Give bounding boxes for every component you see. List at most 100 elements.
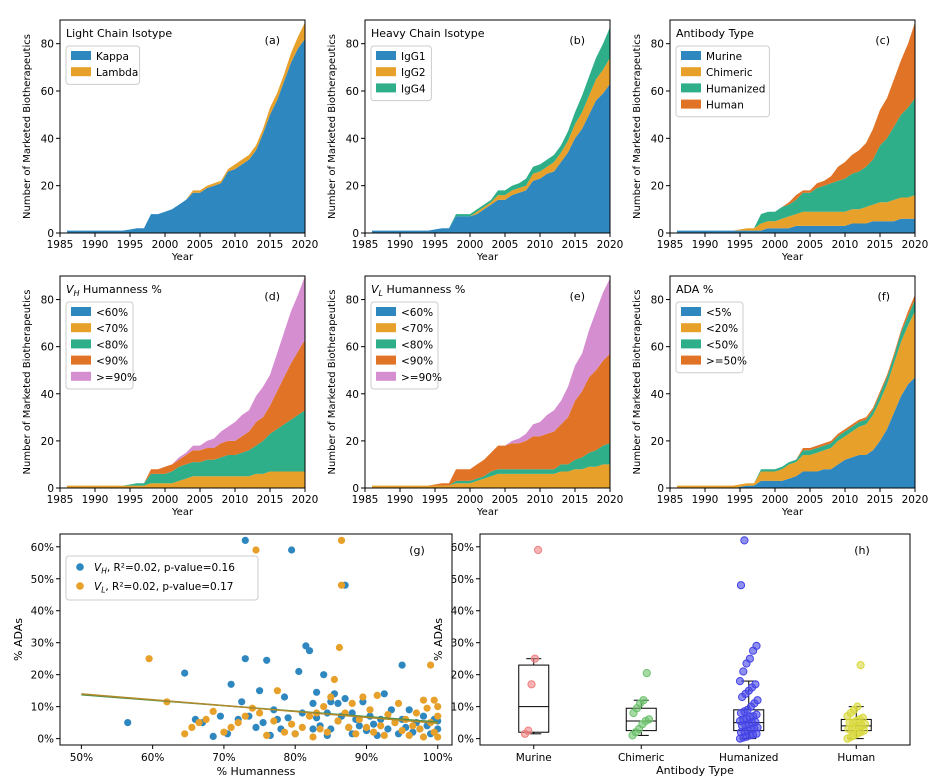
- area-series-90: [372, 353, 610, 486]
- x-tick-label: 2020: [902, 239, 929, 251]
- legend-label: <90%: [96, 356, 128, 368]
- legend-box: [675, 45, 770, 118]
- y-axis-label: % ADAs: [432, 618, 445, 661]
- y-tick-label: 40: [346, 389, 359, 401]
- plot-frame: [669, 19, 916, 234]
- y-tick-label: 30%: [451, 638, 474, 650]
- scatter-point-vl: [309, 733, 317, 741]
- scatter-point-vl: [391, 719, 399, 727]
- y-tick-label: 40%: [451, 606, 474, 618]
- legend-swatch: [376, 323, 396, 333]
- panel-b: 1985 1990 1995 2000 2005 2010 2015 2020 0 20 40 60 8…: [327, 19, 623, 263]
- scatter-point-vl: [419, 733, 428, 741]
- box-human: [840, 661, 872, 743]
- area-series-80: [67, 410, 305, 486]
- plot-frame: [59, 275, 306, 489]
- x-tick-label: 2005: [797, 494, 824, 506]
- y-tick-label: 60%: [31, 542, 54, 554]
- scatter-point-vl: [352, 730, 360, 738]
- panel-label: (h): [854, 544, 870, 557]
- scatter-point-vl: [270, 717, 278, 725]
- legend-label: <50%: [706, 339, 738, 351]
- legend-label: >=50%: [706, 356, 747, 368]
- x-tick-label: 90%: [355, 752, 378, 764]
- x-axis-label: Antibody Type: [656, 764, 734, 777]
- scatter-point-vl: [345, 723, 353, 732]
- jitter-point: [530, 654, 540, 663]
- x-axis-label: Year: [781, 252, 804, 263]
- scatter-point-vh: [252, 723, 260, 732]
- x-tick-label: 1990: [82, 494, 109, 506]
- y-tick-label: 60: [651, 86, 664, 98]
- scatter-point-vl: [359, 693, 367, 701]
- scatter-point-vh: [309, 699, 317, 708]
- box-murine: [518, 545, 550, 738]
- x-axis-label: Year: [476, 507, 499, 518]
- x-tick-label: Humanized: [719, 752, 778, 764]
- scatter-point-vl: [337, 536, 346, 545]
- scatter-point-vh: [256, 687, 264, 695]
- legend-label: Lambda: [96, 67, 138, 79]
- scatter-point-vl: [427, 661, 435, 669]
- legend-swatch: [71, 339, 91, 349]
- scatter-point-vh: [341, 695, 349, 703]
- y-tick-label: 20: [651, 181, 664, 193]
- scatter-point-vl: [252, 546, 260, 554]
- scatter-point-vl: [362, 723, 371, 732]
- panel-label: (a): [265, 34, 280, 47]
- x-tick-label: 2015: [867, 239, 894, 251]
- panel-label: (e): [570, 290, 585, 303]
- legend-label: >=90%: [96, 372, 137, 384]
- panel-title: Light Chain Isotype: [66, 27, 172, 40]
- legend-swatch: [681, 355, 701, 365]
- x-tick-label: 2015: [257, 494, 284, 506]
- y-tick-label: 50%: [31, 574, 54, 586]
- area-series-90: [67, 276, 305, 486]
- x-tick-label: 1995: [422, 239, 449, 251]
- scatter-point-vl: [409, 722, 417, 730]
- area-series-igg1: [372, 83, 610, 234]
- legend-swatch: [71, 51, 91, 60]
- scatter-point-vl: [348, 699, 356, 708]
- scatter-point-vh: [227, 680, 235, 688]
- x-tick-label: 1985: [657, 239, 684, 251]
- box-humanized: [733, 536, 765, 743]
- box-iqr: [518, 664, 550, 733]
- legend-swatch: [376, 67, 396, 77]
- scatter-point-vh: [284, 714, 292, 722]
- scatter-point-vl: [181, 730, 189, 738]
- x-tick-label: 50%: [70, 752, 93, 764]
- scatter-point-vl: [380, 731, 388, 740]
- y-tick-label: 40: [651, 133, 664, 145]
- x-tick-label: 2005: [797, 239, 824, 251]
- scatter-point-vl: [234, 719, 242, 727]
- scatter-point-vh: [384, 725, 392, 733]
- scatter-point-vh: [309, 725, 317, 733]
- y-tick-label: 40: [41, 133, 54, 145]
- x-tick-label: 1995: [117, 494, 144, 506]
- y-tick-label: 60: [41, 342, 54, 354]
- y-tick-label: 0: [352, 228, 359, 240]
- plot-frame: [364, 19, 611, 234]
- y-tick-label: 80: [651, 295, 664, 307]
- scatter-point-vh: [238, 698, 246, 706]
- x-tick-label: 1990: [387, 494, 414, 506]
- scatter-point-vl: [316, 725, 324, 733]
- y-tick-label: 80: [41, 295, 54, 307]
- scatter-point-vl: [145, 655, 153, 663]
- legend-marker: [76, 582, 84, 590]
- scatter-point-vl: [335, 643, 343, 652]
- scatter-point-vl: [434, 703, 442, 711]
- y-tick-label: 50%: [451, 574, 474, 586]
- scatter-point-vl: [330, 675, 338, 684]
- panel-title: ADA %: [676, 283, 713, 296]
- x-tick-label: 1995: [422, 494, 449, 506]
- fit-line-vl: [81, 693, 438, 725]
- legend-box: [675, 301, 744, 374]
- scatter-point-vl: [305, 712, 314, 720]
- legend-label: <80%: [96, 339, 128, 351]
- panel-label: (g): [409, 544, 425, 557]
- scatter-point-vl: [434, 733, 442, 741]
- scatter-point-vh: [370, 720, 378, 728]
